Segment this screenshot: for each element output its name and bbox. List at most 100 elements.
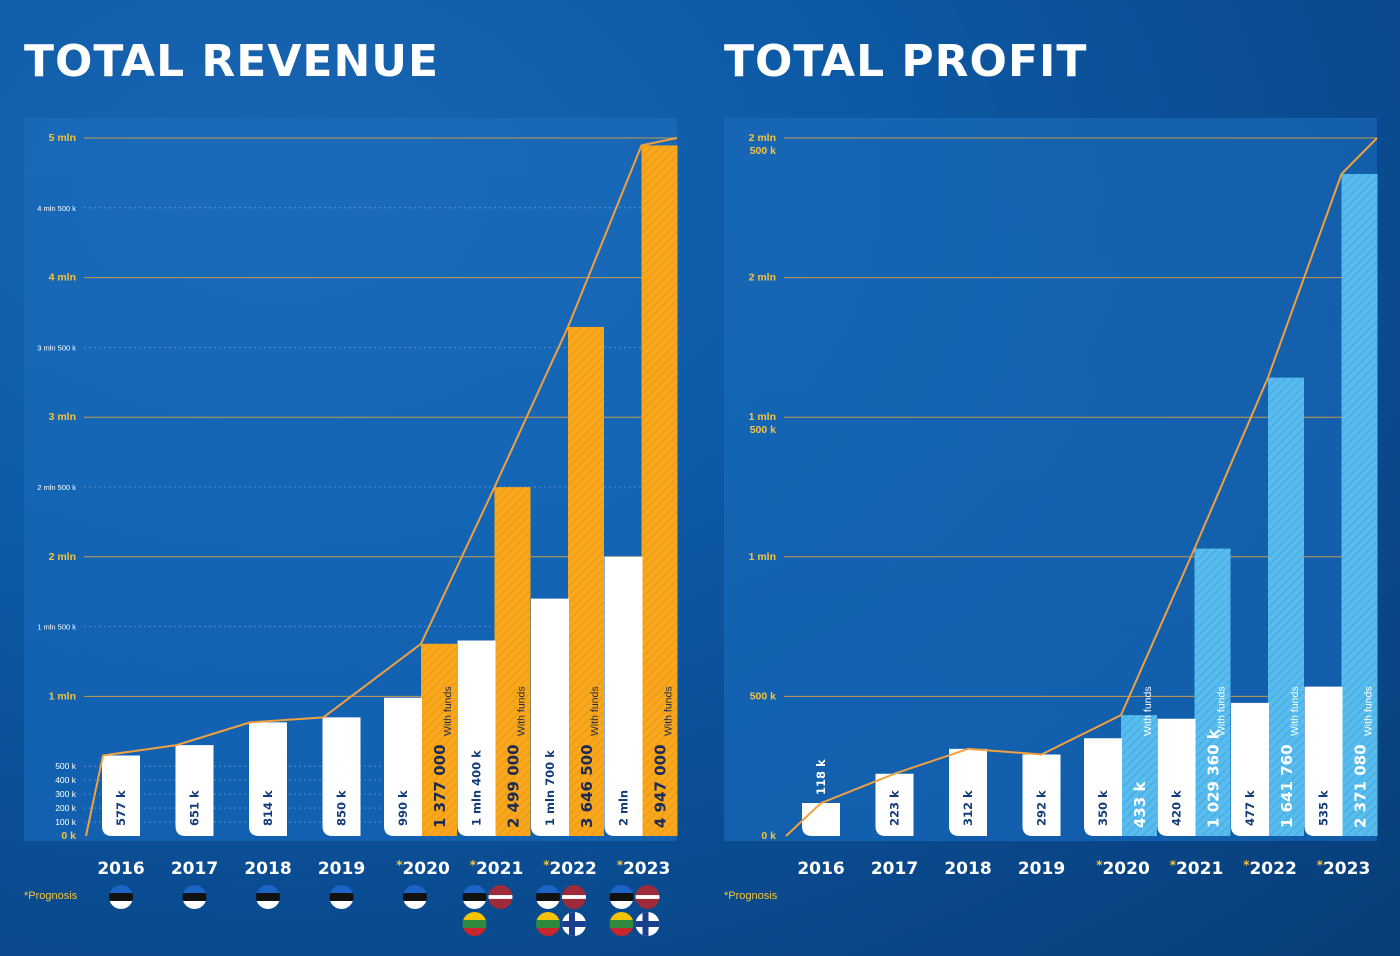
prognosis-star: * <box>543 858 550 872</box>
flag-stripe <box>182 901 207 909</box>
flag-stripe <box>609 885 634 893</box>
y-tick-label-minor: 400 k <box>55 775 77 785</box>
flag-stripe <box>609 912 634 920</box>
latvia-flag-icon <box>562 885 586 909</box>
base-value-label: 577 k <box>114 790 128 826</box>
flag-stripe <box>462 928 487 936</box>
flag-stripe <box>182 885 207 893</box>
flag-stripe <box>488 895 513 899</box>
flag-stripe <box>462 912 487 920</box>
x-category-label: *2023 <box>1317 858 1371 879</box>
flag-stripe <box>182 893 207 901</box>
profit-title: TOTAL PROFIT <box>724 36 1087 87</box>
revenue-bar <box>249 722 287 836</box>
base-value-label: 420 k <box>1170 790 1184 826</box>
flag-stripe <box>536 912 560 920</box>
base-value-label: 292 k <box>1035 790 1049 826</box>
flag-stripe <box>609 920 634 928</box>
base-value-label: 2 mln <box>617 790 631 826</box>
flag-stripe <box>109 901 133 909</box>
flag-stripe <box>462 885 487 893</box>
finland-flag-icon <box>562 912 586 936</box>
base-value-label: 814 k <box>261 790 275 826</box>
category-year: 2023 <box>1323 859 1370 879</box>
estonia-flag-icon <box>536 885 560 909</box>
flag-body <box>562 912 586 936</box>
category-year: 2022 <box>1249 859 1296 879</box>
flag-stripe <box>609 901 634 909</box>
flag-body <box>536 885 560 909</box>
y-tick-line: 1 mln <box>749 411 776 423</box>
fund-value-label: 2 371 080 <box>1352 744 1370 828</box>
flag-body <box>329 885 354 909</box>
base-value-label: 477 k <box>1243 790 1257 826</box>
flag-stripe <box>109 885 133 893</box>
fund-value-label: 1 029 360 k <box>1205 728 1223 828</box>
prognosis-star: * <box>470 858 477 872</box>
revenue-with-funds-bar <box>421 643 457 836</box>
estonia-flag-icon <box>609 885 634 909</box>
profit-with-funds-bar <box>1121 715 1157 836</box>
flag-stripe <box>403 885 427 893</box>
trend-line <box>85 137 678 837</box>
flag-body <box>488 885 513 909</box>
revenue-bar <box>175 745 214 836</box>
fund-value-label: 433 k <box>1131 780 1149 828</box>
with-funds-label: With funds <box>442 686 454 736</box>
y-tick-line: 2 mln <box>749 132 776 144</box>
flag-body <box>403 885 427 909</box>
prognosis-star: * <box>1243 858 1250 872</box>
x-category-label: *2020 <box>396 858 450 879</box>
flag-stripe <box>562 895 586 899</box>
trend-line <box>785 137 1378 837</box>
base-value-label: 990 k <box>396 790 410 826</box>
finland-flag-icon <box>635 912 660 936</box>
base-value-label: 1 mln 700 k <box>543 750 557 826</box>
x-category-label: *2022 <box>1243 858 1297 879</box>
revenue-bar <box>102 755 140 836</box>
revenue-footnote: *Prognosis <box>24 890 78 902</box>
estonia-flag-icon <box>462 885 487 909</box>
y-tick-label: 1 mln 500 k <box>749 411 777 436</box>
base-value-label: 118 k <box>814 759 828 795</box>
flag-stripe <box>536 920 560 928</box>
profit-bar <box>802 803 840 836</box>
with-funds-label: With funds <box>1142 686 1154 736</box>
profit-with-funds-bar <box>1194 548 1231 836</box>
flag-body <box>109 885 133 909</box>
latvia-flag-icon <box>635 885 660 909</box>
x-category-label: *2020 <box>1096 858 1150 879</box>
flag-stripe <box>609 928 634 936</box>
revenue-with-funds-bar <box>641 145 678 836</box>
flag-body <box>609 912 634 936</box>
with-funds-label: With funds <box>589 686 601 736</box>
revenue-bar <box>531 598 569 836</box>
flag-stripe <box>536 901 560 909</box>
profit-footnote: *Prognosis <box>724 890 778 902</box>
base-value-label: 850 k <box>335 790 349 826</box>
fund-value-label: 4 947 000 <box>652 744 670 828</box>
estonia-flag-icon <box>182 885 207 909</box>
category-year: 2021 <box>476 859 523 879</box>
flag-body <box>536 912 560 936</box>
flag-stripe <box>569 912 575 936</box>
flag-stripe <box>329 885 354 893</box>
y-tick-label: 3 mln <box>49 411 76 423</box>
base-value-label: 1 mln 400 k <box>470 750 484 826</box>
y-tick-label: 2 mln <box>749 272 776 284</box>
lithuania-flag-icon <box>536 912 560 936</box>
estonia-flag-icon <box>109 885 133 909</box>
flag-stripe <box>462 920 487 928</box>
prognosis-star: * <box>617 858 624 872</box>
base-value-label: 651 k <box>188 790 202 826</box>
lithuania-flag-icon <box>462 912 487 936</box>
x-category-label: 2018 <box>944 859 991 879</box>
revenue-with-funds-bar <box>568 326 604 836</box>
flag-stripe <box>462 893 487 901</box>
prognosis-star: * <box>1317 858 1324 872</box>
flag-stripe <box>256 893 280 901</box>
flag-stripe <box>109 893 133 901</box>
